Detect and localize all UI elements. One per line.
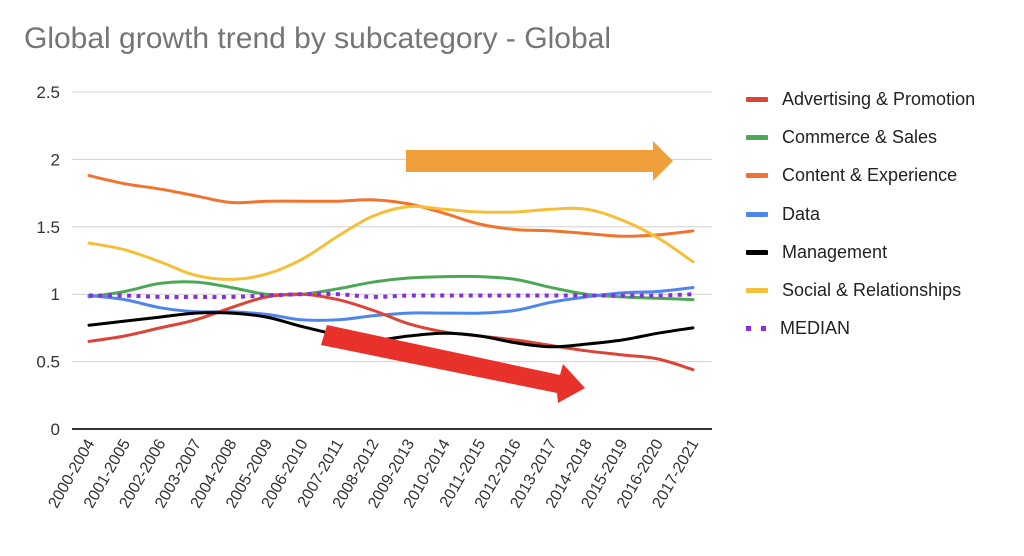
- y-tick-label: 2: [51, 150, 60, 169]
- y-tick-label: 1.5: [36, 218, 60, 237]
- red-arrow-icon: [321, 325, 585, 403]
- y-tick-label: 1: [51, 285, 60, 304]
- legend-item: MEDIAN: [744, 310, 975, 348]
- line-swatch-icon: [746, 288, 768, 294]
- legend-item: Content & Experience: [744, 157, 975, 195]
- y-tick-label: 2.5: [36, 83, 60, 102]
- line-swatch-icon: [746, 173, 768, 179]
- legend-label: Advertising & Promotion: [782, 88, 976, 109]
- series-line-data: [87, 285, 695, 322]
- y-axis-ticks: 0 0.5 1 1.5 2 2.5: [36, 83, 60, 439]
- series-line-advertising-promotion: [87, 292, 695, 372]
- series-line-social-relationships: [87, 204, 695, 281]
- line-swatch-icon: [746, 134, 768, 140]
- series-line-management: [87, 311, 695, 349]
- legend-label: Commerce & Sales: [782, 126, 938, 147]
- chart-title: Global growth trend by subcategory - Glo…: [24, 22, 611, 55]
- legend-item: Social & Relationships: [744, 271, 975, 309]
- y-tick-label: 0.5: [36, 353, 60, 372]
- legend-label: Management: [782, 241, 888, 262]
- series-lines: [87, 174, 695, 372]
- annotation-arrows: [321, 141, 673, 403]
- legend-label: Data: [782, 203, 821, 224]
- legend: Advertising & Promotion Commerce & Sales C…: [744, 80, 975, 348]
- gridlines: [72, 91, 712, 430]
- dotted-line-swatch-icon: [746, 326, 766, 332]
- legend-label: Social & Relationships: [782, 280, 962, 301]
- legend-label: Content & Experience: [782, 165, 958, 186]
- y-tick-label: 0: [51, 420, 60, 439]
- legend-item: Management: [744, 233, 975, 271]
- legend-item: Commerce & Sales: [744, 118, 975, 156]
- legend-item: Data: [744, 195, 975, 233]
- series-line-content-experience: [87, 174, 695, 238]
- x-axis-ticks: 2000-20042001-20052002-20062003-20072004…: [45, 436, 702, 511]
- line-swatch-icon: [746, 211, 768, 217]
- line-swatch-icon: [746, 96, 768, 102]
- legend-item: Advertising & Promotion: [744, 80, 975, 118]
- line-swatch-icon: [746, 249, 768, 255]
- series-line-commerce-sales: [87, 274, 695, 302]
- legend-label: MEDIAN: [780, 318, 851, 339]
- orange-arrow-icon: [406, 141, 673, 181]
